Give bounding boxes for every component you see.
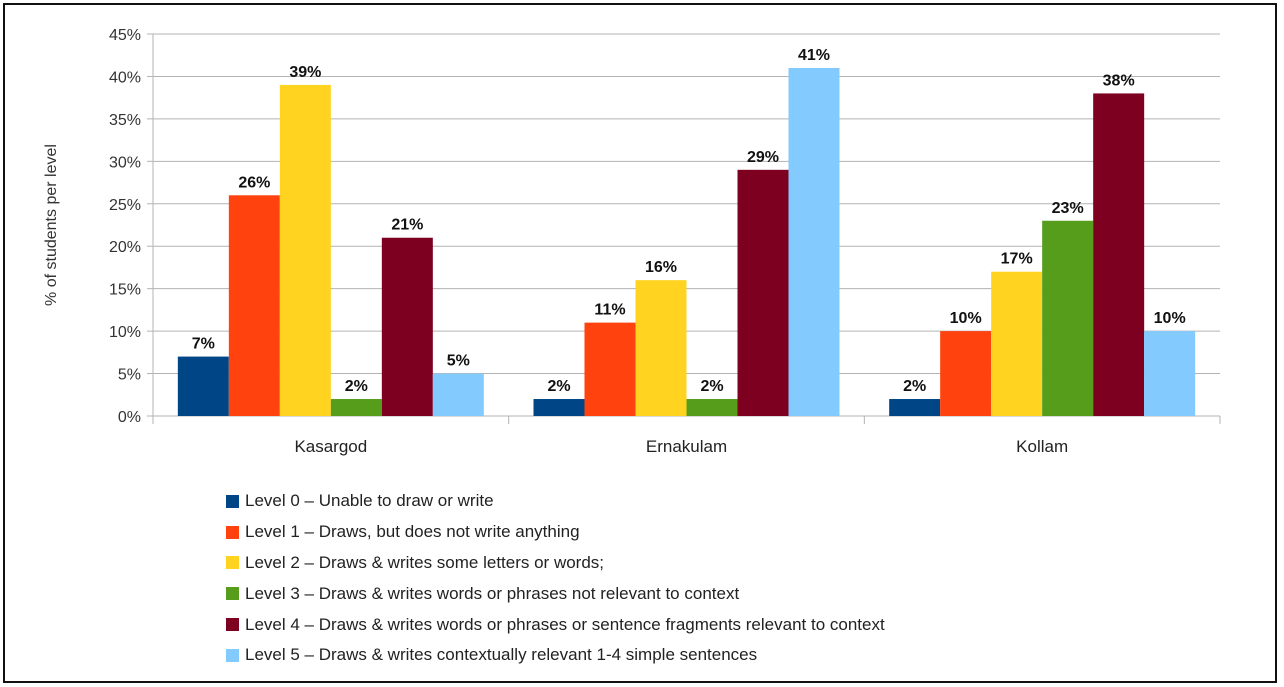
bar bbox=[940, 331, 992, 416]
data-label: 2% bbox=[345, 378, 368, 395]
legend-item: Level 2 – Draws & writes some letters or… bbox=[226, 548, 885, 579]
y-tick-label: 35% bbox=[109, 112, 141, 129]
legend-label: Level 1 – Draws, but does not write anyt… bbox=[245, 522, 580, 542]
bar bbox=[533, 399, 585, 416]
data-label: 16% bbox=[645, 259, 677, 276]
legend-swatch bbox=[226, 556, 239, 570]
bar bbox=[635, 280, 687, 416]
data-label: 26% bbox=[238, 174, 270, 191]
bar bbox=[1093, 93, 1145, 416]
data-label: 7% bbox=[192, 336, 215, 353]
y-tick-label: 30% bbox=[109, 154, 141, 171]
data-label: 2% bbox=[547, 378, 570, 395]
legend-swatch bbox=[226, 618, 239, 632]
bar bbox=[788, 67, 840, 416]
y-tick-label: 5% bbox=[118, 367, 141, 384]
y-tick-label: 0% bbox=[118, 409, 141, 426]
legend-label: Level 2 – Draws & writes some letters or… bbox=[245, 552, 605, 572]
y-tick-label: 20% bbox=[109, 239, 141, 256]
data-label: 11% bbox=[594, 302, 625, 319]
legend-swatch bbox=[226, 648, 239, 662]
legend-label: Level 4 – Draws & writes words or phrase… bbox=[245, 614, 885, 634]
bar bbox=[584, 322, 636, 416]
bar bbox=[1042, 220, 1094, 416]
bar bbox=[177, 356, 229, 416]
y-tick-label: 15% bbox=[109, 282, 141, 299]
bar bbox=[381, 237, 433, 416]
data-label: 10% bbox=[1154, 310, 1186, 327]
bar bbox=[737, 169, 789, 416]
legend-item: Level 4 – Draws & writes words or phrase… bbox=[226, 609, 885, 640]
legend-swatch bbox=[226, 494, 239, 508]
data-label: 17% bbox=[1001, 251, 1033, 268]
legend-swatch bbox=[226, 525, 239, 539]
y-tick-label: 10% bbox=[109, 324, 141, 341]
data-label: 21% bbox=[391, 217, 423, 234]
x-tick-label: Kollam bbox=[1016, 437, 1068, 456]
legend: Level 0 – Unable to draw or write Level 1… bbox=[226, 486, 885, 671]
bar bbox=[330, 399, 382, 416]
bar bbox=[686, 399, 738, 416]
data-label: 5% bbox=[447, 353, 470, 370]
bar bbox=[991, 271, 1043, 416]
legend-label: Level 3 – Draws & writes words or phrase… bbox=[245, 583, 740, 603]
data-label: 39% bbox=[289, 64, 321, 81]
legend-label: Level 0 – Unable to draw or write bbox=[245, 491, 494, 511]
bar bbox=[1144, 331, 1196, 416]
data-label: 2% bbox=[700, 378, 723, 395]
y-tick-label: 40% bbox=[109, 69, 141, 86]
legend-swatch bbox=[226, 587, 239, 601]
data-label: 23% bbox=[1052, 200, 1084, 217]
legend-item: Level 0 – Unable to draw or write bbox=[226, 486, 885, 517]
y-tick-label: 45% bbox=[109, 27, 141, 44]
data-label: 38% bbox=[1103, 72, 1135, 89]
y-tick-label: 25% bbox=[109, 197, 141, 214]
legend-label: Level 5 – Draws & writes contextually re… bbox=[245, 645, 758, 665]
bar bbox=[279, 84, 331, 416]
data-label: 2% bbox=[903, 378, 926, 395]
legend-item: Level 1 – Draws, but does not write anyt… bbox=[226, 517, 885, 548]
legend-item: Level 5 – Draws & writes contextually re… bbox=[226, 640, 885, 671]
data-label: 41% bbox=[798, 47, 830, 64]
bar bbox=[432, 373, 484, 416]
data-label: 10% bbox=[950, 310, 982, 327]
x-tick-label: Ernakulam bbox=[646, 437, 727, 456]
legend-item: Level 3 – Draws & writes words or phrase… bbox=[226, 578, 885, 609]
bar bbox=[228, 195, 280, 416]
y-axis-label: % of students per level bbox=[43, 144, 60, 306]
bar bbox=[889, 399, 941, 416]
data-label: 29% bbox=[747, 149, 779, 166]
x-tick-label: Kasargod bbox=[294, 437, 367, 456]
